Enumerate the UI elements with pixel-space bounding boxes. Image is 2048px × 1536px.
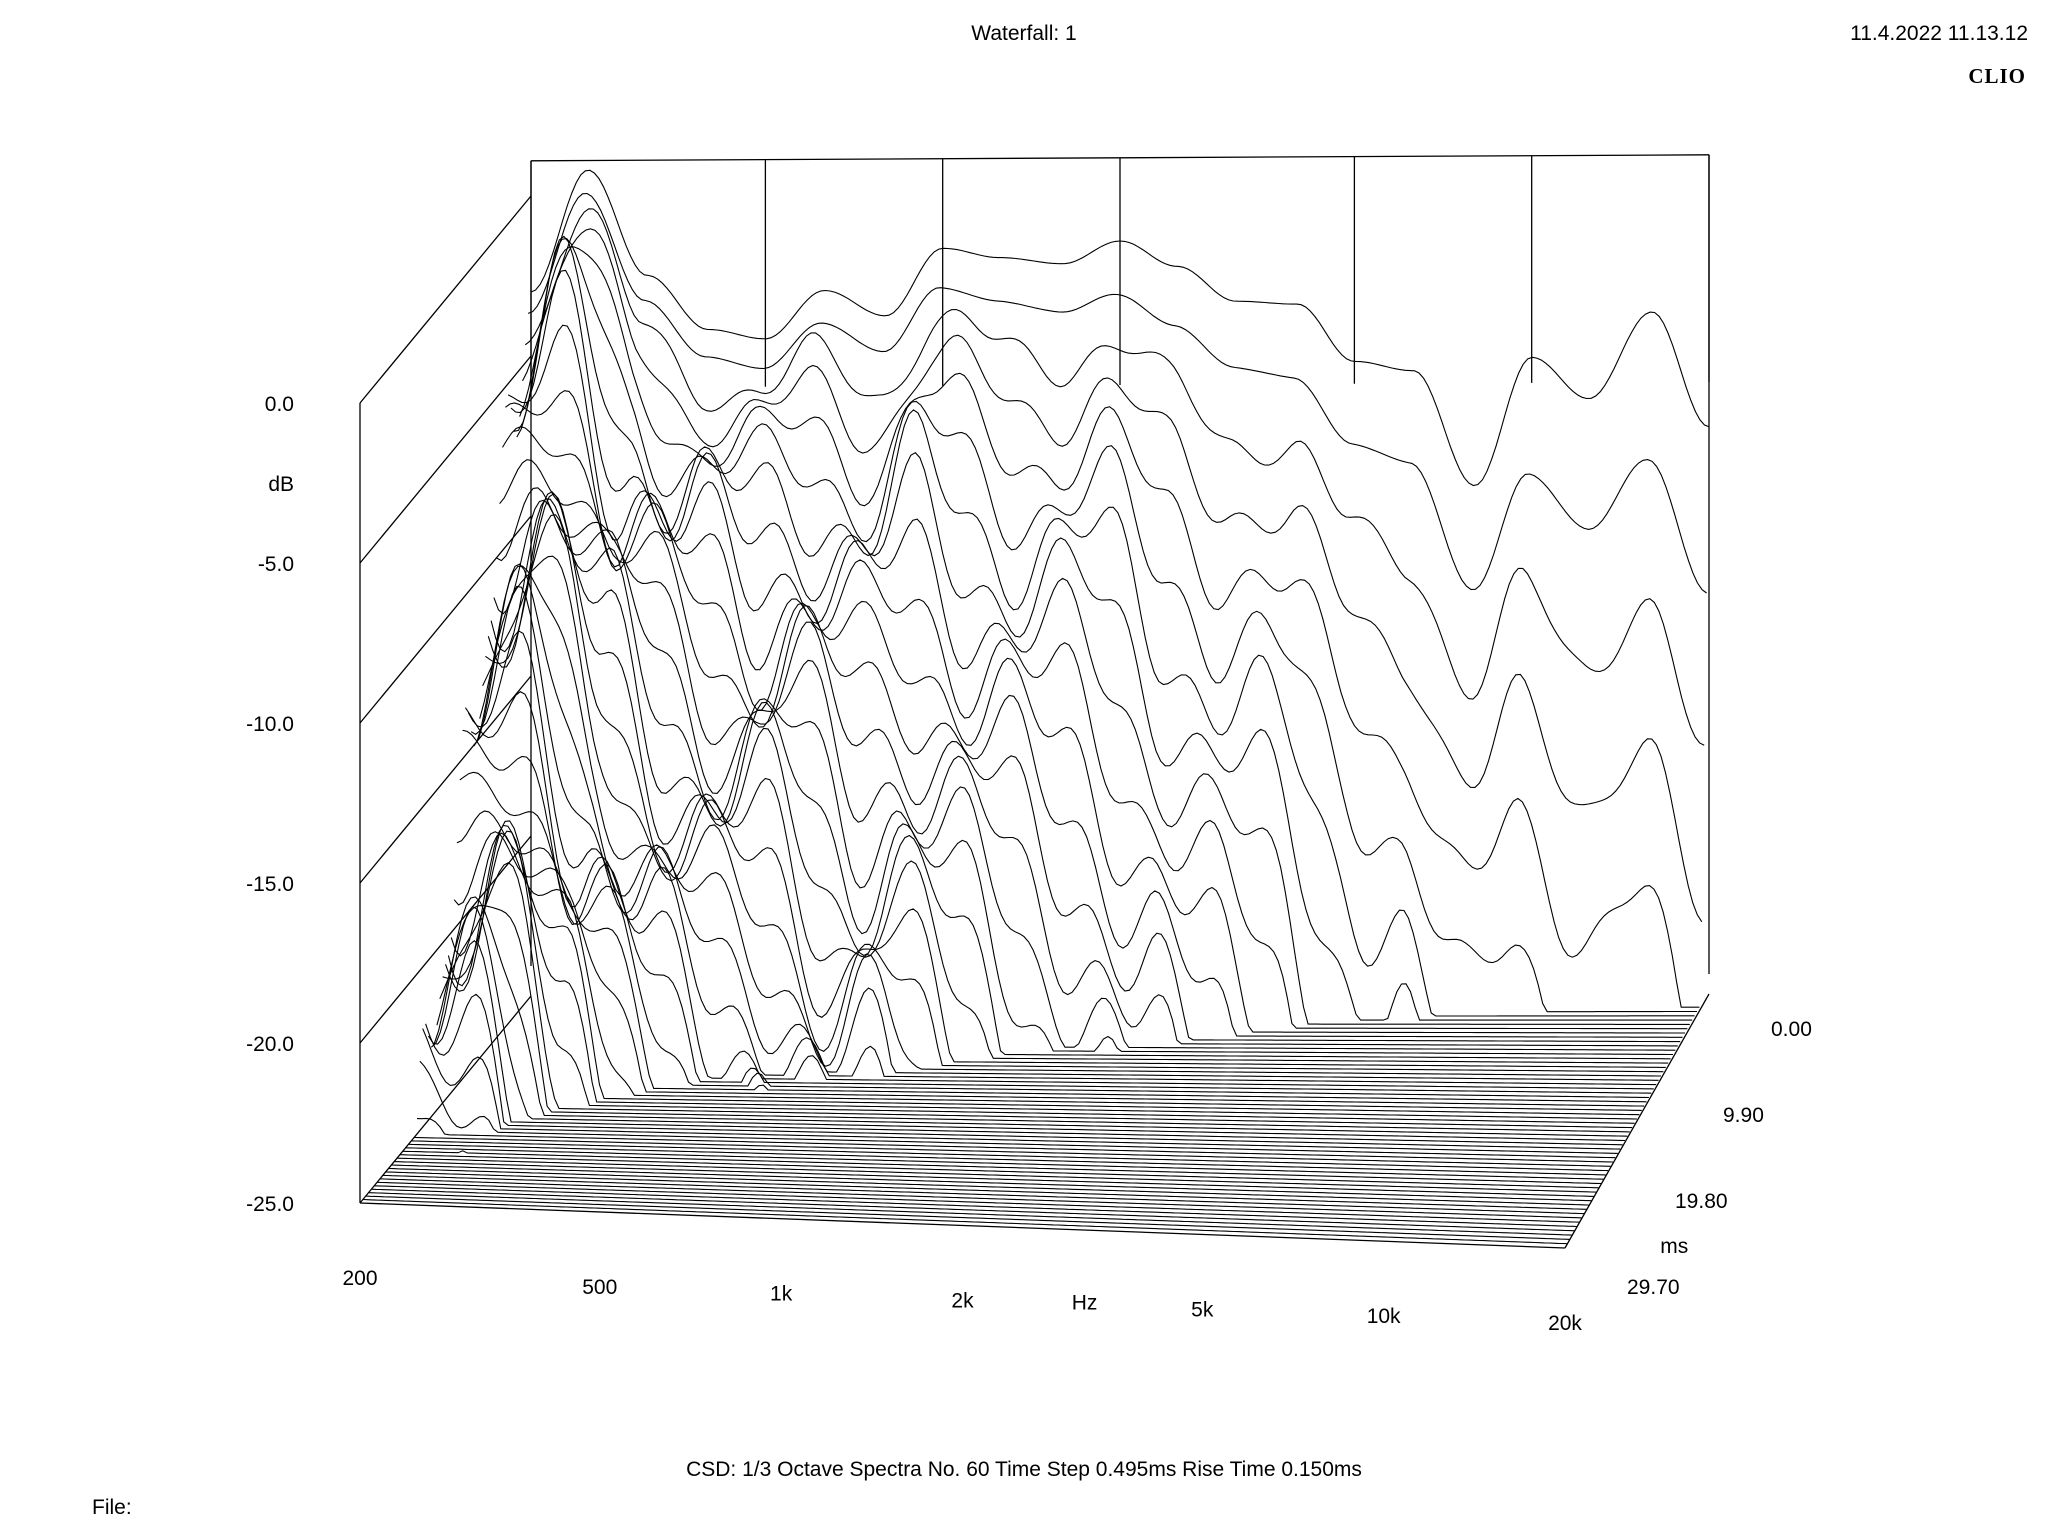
x-tick-label: 1k [770,1283,793,1306]
spectrum-line [436,905,1630,1133]
spectrum-line [388,1167,1590,1206]
spectrum-line [427,939,1623,1146]
y-tick-label: -15.0 [246,873,294,896]
spectrum-line [502,426,1685,1034]
chart-title: Waterfall: 1 [971,22,1077,45]
z-tick-label: 9.90 [1723,1104,1764,1127]
spectrum-line [385,1171,1587,1210]
spectrum-line [490,498,1676,1051]
spectrum-line [473,563,1661,1077]
plot-frame [359,154,1710,1249]
timestamp: 11.4.2022 11.13.12 [1850,22,2028,45]
spectrum-line [470,585,1659,1081]
db-gridline [359,355,532,564]
spectrum-line [462,729,1652,1094]
spectrum-line [487,491,1673,1056]
db-gridline [359,675,532,884]
spectrum-line [377,1181,1580,1223]
spectrum-line [459,771,1650,1099]
x-tick-label: 20k [1548,1312,1582,1335]
spectrum-line [439,862,1633,1129]
db-gridline [359,835,532,1044]
spectrum-line [416,1117,1614,1163]
spectrum-line [394,1161,1594,1197]
front-baseline [359,1202,1566,1249]
z-tick-label: 19.80 [1675,1190,1728,1213]
spectrum-line [414,1136,1611,1167]
spectrum-line [371,1188,1575,1232]
x-tick-label: 5k [1191,1298,1214,1321]
spectrum-line [507,324,1690,1025]
y-tick-label: 0.0 [265,393,294,416]
x-tick-label: 2k [951,1290,974,1313]
spectrum-line [402,1150,1602,1185]
spectrum-line [368,1192,1573,1236]
z-tick-label: 0.00 [1771,1018,1812,1041]
spectrum-line [496,487,1681,1043]
y-tick-label: -10.0 [246,713,294,736]
brand-logo: CLIO [1968,64,2026,88]
x-tick-label: 10k [1367,1305,1401,1328]
spectrum-line [516,238,1697,1013]
spectrum-line [522,228,1703,923]
axis-labels: 0.0 -5.0 -10.0 -15.0 -20.0 -25.0 dB 200 500 1k 2k 5… [246,393,1812,1335]
x-tick-label: 200 [342,1267,377,1290]
spectrum-line [391,1164,1592,1202]
spectrum-line [499,459,1683,1038]
x-axis-label: Hz [1072,1291,1098,1314]
spectrum-line [467,630,1657,1086]
y-tick-label: -5.0 [258,553,294,576]
spectrum-line [527,192,1707,594]
spectrum-line [382,1174,1585,1215]
spectrum-line [365,1195,1570,1240]
spectrum-line [485,492,1671,1060]
spectrum-line [476,565,1664,1073]
spectrum-line [444,820,1638,1120]
spectrum-line [425,993,1621,1150]
spectrum-line [397,1157,1597,1193]
right-depth-edge [1564,993,1710,1249]
spectrum-line [482,514,1669,1064]
y-axis-label: dB [268,473,294,496]
file-label: File: [92,1496,132,1519]
spectrum-line [456,810,1647,1103]
z-tick-label: 29.70 [1627,1276,1680,1299]
db-gridline [359,195,532,404]
y-tick-label: -25.0 [246,1193,294,1216]
spectra-group [362,169,1710,1245]
spectrum-line [519,246,1700,1008]
spectrum-line [479,555,1666,1068]
x-tick-label: 500 [582,1276,617,1299]
spectrum-line [411,1140,1609,1172]
spectrum-line [510,269,1693,1021]
db-gridline [359,515,532,724]
spectrum-line [408,1143,1606,1176]
y-tick-label: -20.0 [246,1033,294,1056]
spectrum-line [399,1154,1599,1189]
spectrum-line [433,896,1628,1137]
spectrum-line [513,235,1695,1017]
spectrum-line [450,832,1642,1111]
footer-info: CSD: 1/3 Octave Spectra No. 60 Time Step… [686,1458,1362,1481]
spectrum-line [524,208,1705,746]
spectrum-line [442,830,1635,1124]
spectrum-line [405,1147,1604,1180]
spectrum-line [374,1185,1578,1228]
spectrum-line [447,824,1640,1116]
spectrum-line [362,1198,1568,1245]
spectrum-line [464,691,1654,1090]
spectrum-line [379,1178,1582,1219]
spectrum-line [422,1028,1618,1154]
spectrum-line [430,905,1626,1142]
spectrum-line [505,390,1688,1030]
spectrum-line [530,169,1710,487]
spectrum-line [453,831,1645,1107]
spectrum-line [419,1060,1616,1159]
z-axis-label: ms [1660,1235,1688,1258]
spectrum-line [493,499,1678,1047]
